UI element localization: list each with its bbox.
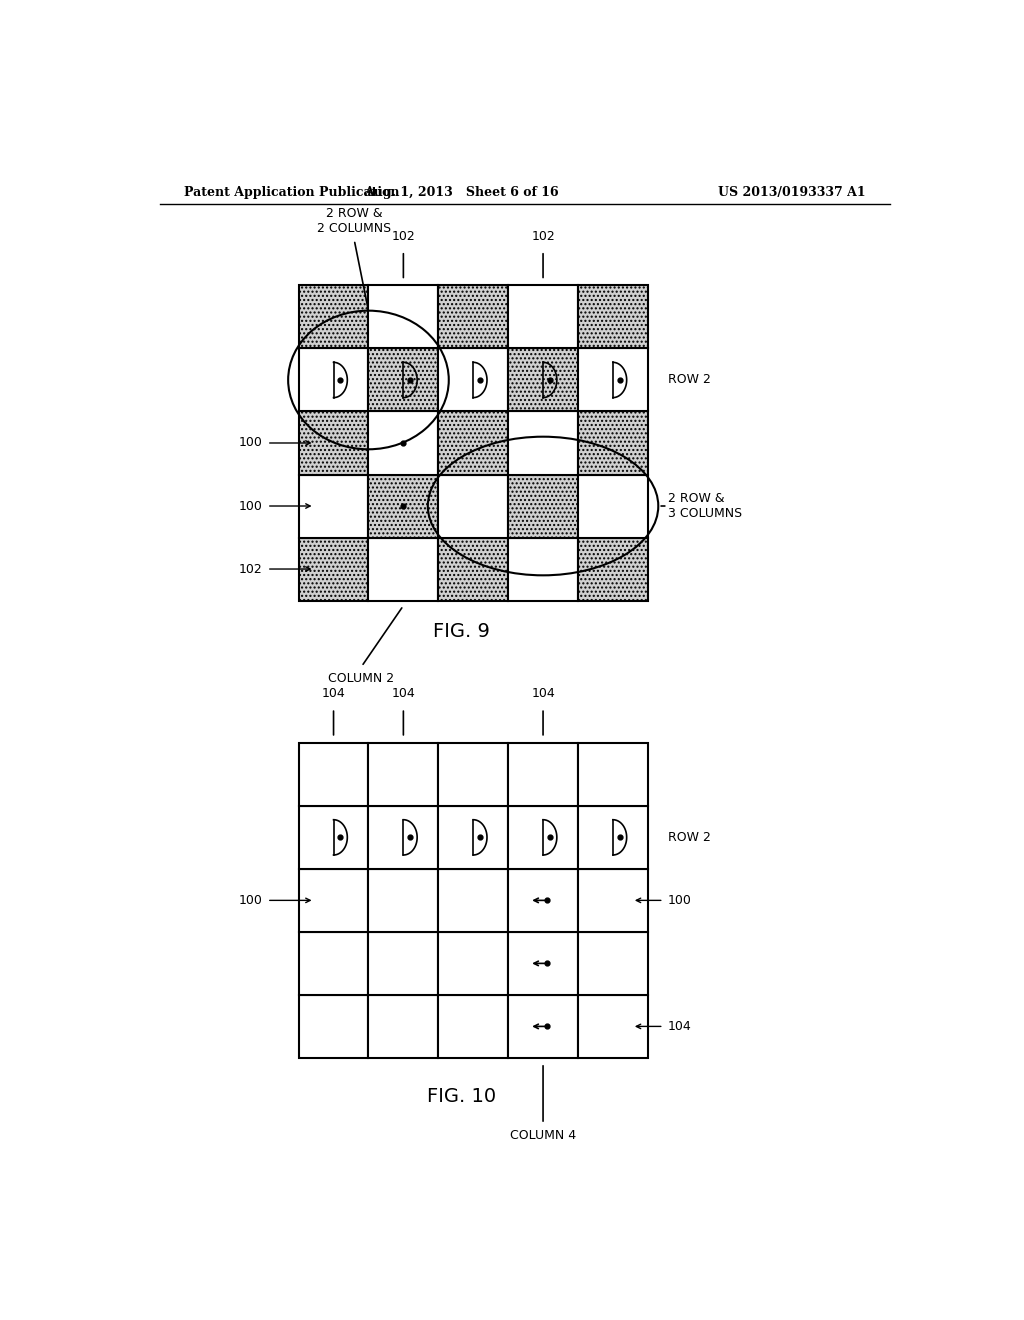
- Bar: [299, 412, 369, 474]
- Text: 100: 100: [668, 894, 691, 907]
- Bar: [299, 932, 369, 995]
- Text: COLUMN 4: COLUMN 4: [510, 1129, 577, 1142]
- Bar: [299, 743, 369, 805]
- Text: 104: 104: [531, 688, 555, 700]
- Bar: [508, 537, 578, 601]
- Text: Patent Application Publication: Patent Application Publication: [183, 186, 399, 199]
- Bar: [438, 285, 508, 348]
- Text: 100: 100: [239, 499, 263, 512]
- Text: Aug. 1, 2013   Sheet 6 of 16: Aug. 1, 2013 Sheet 6 of 16: [364, 186, 559, 199]
- Text: 2 ROW &
2 COLUMNS: 2 ROW & 2 COLUMNS: [317, 207, 391, 235]
- Bar: [438, 805, 508, 869]
- Bar: [369, 412, 438, 474]
- Bar: [369, 743, 438, 805]
- Bar: [438, 537, 508, 601]
- Bar: [578, 412, 648, 474]
- Bar: [299, 869, 369, 932]
- Bar: [578, 869, 648, 932]
- Bar: [578, 348, 648, 412]
- Bar: [578, 474, 648, 537]
- Bar: [438, 743, 508, 805]
- Text: FIG. 9: FIG. 9: [433, 622, 489, 640]
- Text: COLUMN 2: COLUMN 2: [329, 672, 394, 685]
- Bar: [438, 348, 508, 412]
- Bar: [578, 995, 648, 1057]
- Bar: [508, 743, 578, 805]
- Bar: [578, 932, 648, 995]
- Bar: [578, 805, 648, 869]
- Text: FIG. 10: FIG. 10: [427, 1088, 496, 1106]
- Text: US 2013/0193337 A1: US 2013/0193337 A1: [719, 186, 866, 199]
- Bar: [369, 932, 438, 995]
- Bar: [299, 348, 369, 412]
- Bar: [369, 285, 438, 348]
- Bar: [508, 474, 578, 537]
- Text: 100: 100: [239, 437, 263, 450]
- Bar: [438, 932, 508, 995]
- Bar: [369, 348, 438, 412]
- Text: 100: 100: [239, 894, 263, 907]
- Bar: [508, 805, 578, 869]
- Bar: [369, 537, 438, 601]
- Text: ROW 2: ROW 2: [668, 374, 711, 387]
- Bar: [299, 995, 369, 1057]
- Bar: [508, 932, 578, 995]
- Bar: [299, 537, 369, 601]
- Bar: [438, 412, 508, 474]
- Bar: [438, 869, 508, 932]
- Bar: [299, 285, 369, 348]
- Bar: [369, 474, 438, 537]
- Bar: [508, 412, 578, 474]
- Text: 104: 104: [391, 688, 416, 700]
- Bar: [508, 348, 578, 412]
- Bar: [578, 743, 648, 805]
- Text: 104: 104: [668, 1020, 691, 1034]
- Bar: [508, 869, 578, 932]
- Text: ROW 2: ROW 2: [668, 830, 711, 843]
- Text: 102: 102: [391, 230, 416, 243]
- Bar: [438, 995, 508, 1057]
- Bar: [369, 805, 438, 869]
- Bar: [578, 537, 648, 601]
- Bar: [508, 285, 578, 348]
- Bar: [299, 805, 369, 869]
- Bar: [438, 474, 508, 537]
- Text: 104: 104: [322, 688, 345, 700]
- Bar: [508, 995, 578, 1057]
- Text: 102: 102: [240, 562, 263, 576]
- Bar: [369, 869, 438, 932]
- Bar: [578, 285, 648, 348]
- Text: 2 ROW &
3 COLUMNS: 2 ROW & 3 COLUMNS: [668, 492, 741, 520]
- Text: 102: 102: [531, 230, 555, 243]
- Bar: [369, 995, 438, 1057]
- Bar: [299, 474, 369, 537]
